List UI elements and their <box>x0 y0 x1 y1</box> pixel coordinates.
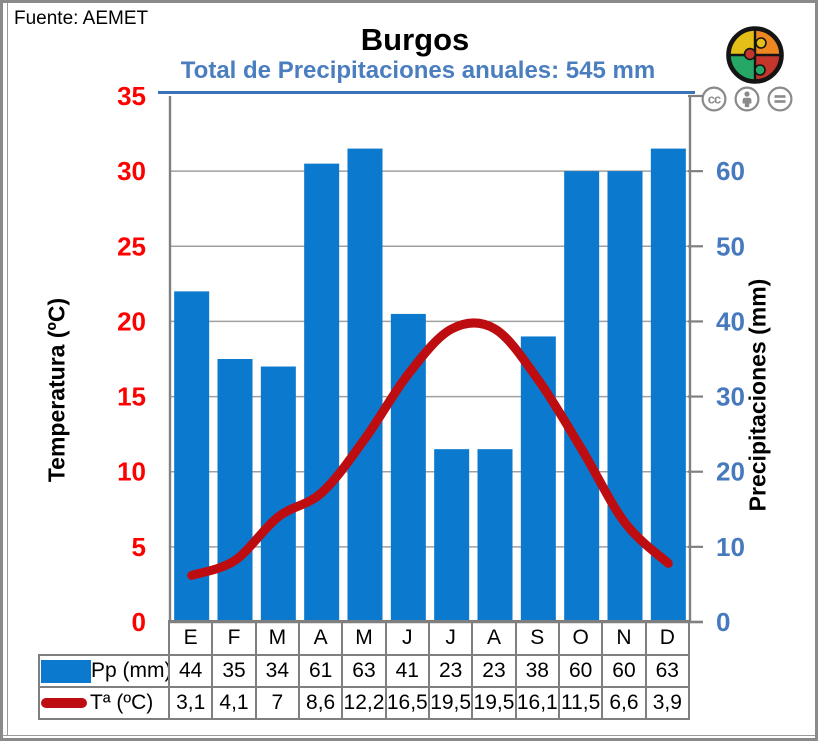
value-cell: 34 <box>254 654 300 688</box>
month-header-cell: F <box>211 620 257 656</box>
month-header-cell: N <box>601 620 647 656</box>
right-axis-tick-label: 0 <box>716 607 730 637</box>
precip-bar-A8 <box>477 449 513 622</box>
value-cell: 44 <box>167 654 214 688</box>
value-cell: 11,5 <box>557 686 604 720</box>
chart-title: Burgos <box>360 22 470 57</box>
subtitle-underline <box>158 91 695 94</box>
value-cell: 8,6 <box>297 686 344 720</box>
left-axis-tick-label: 15 <box>117 382 146 412</box>
puzzle-circle-logo-icon <box>726 26 784 84</box>
value-cell: 23 <box>427 654 474 688</box>
left-axis-tick-label: 20 <box>117 306 146 336</box>
precipitation-swatch-icon <box>41 659 91 683</box>
precip-bar-J7 <box>434 449 470 622</box>
chart-subtitle: Total de Precipitaciones anuales: 545 mm <box>180 57 656 84</box>
month-header-cell: M <box>254 620 300 656</box>
month-header-cell: J <box>427 620 474 656</box>
right-axis-title: Precipitaciones (mm) <box>744 278 771 512</box>
value-cell: 16,5 <box>384 686 430 720</box>
month-header-cell: J <box>384 620 430 656</box>
value-cell: 19,5 <box>471 686 517 720</box>
nd-equals-icon <box>767 86 793 112</box>
value-cell: 16,1 <box>514 686 560 720</box>
value-cell: 4,1 <box>211 686 257 720</box>
left-axis-tick-label: 30 <box>117 156 146 186</box>
precip-bar-E1 <box>174 291 210 622</box>
value-cell: 60 <box>557 654 604 688</box>
month-header-cell: S <box>514 620 560 656</box>
month-header-cell: A <box>297 620 344 656</box>
right-axis-tick-label: 40 <box>716 306 745 336</box>
attribution-icon <box>734 86 760 112</box>
source-label: Fuente: AEMET <box>14 8 149 29</box>
value-cell: 63 <box>341 654 387 688</box>
value-cell: 41 <box>384 654 430 688</box>
right-axis-tick-label: 10 <box>716 532 745 562</box>
temperature-swatch-icon <box>41 698 87 709</box>
value-cell: 7 <box>254 686 300 720</box>
legend-cell-precipitation: Pp (mm) <box>38 654 170 688</box>
value-cell: 6,6 <box>601 686 647 720</box>
month-header-cell: A <box>471 620 517 656</box>
precip-bar-M3 <box>260 366 296 622</box>
value-cell: 38 <box>514 654 560 688</box>
month-header-cell: O <box>557 620 604 656</box>
frame-inner-line-left <box>7 3 8 735</box>
value-cell: 61 <box>297 654 344 688</box>
value-cell: 12,2 <box>341 686 387 720</box>
temperature-curve <box>187 318 673 580</box>
table-corner-spacer <box>39 621 169 655</box>
svg-text:cc: cc <box>708 92 721 107</box>
month-header-cell: E <box>167 620 214 656</box>
right-axis-tick-label: 50 <box>716 231 745 261</box>
month-header-cell: M <box>341 620 387 656</box>
value-cell: 3,1 <box>167 686 214 720</box>
cc-icon: cc <box>701 86 727 112</box>
value-cell: 35 <box>211 654 257 688</box>
precip-bar-M5 <box>347 148 383 622</box>
precip-bar-N11 <box>607 171 643 622</box>
license-badges: cc <box>701 86 793 112</box>
left-axis-tick-label: 25 <box>117 231 146 261</box>
precip-bar-D12 <box>650 148 686 622</box>
logo-green-piece <box>730 55 755 80</box>
value-cell: 19,5 <box>427 686 474 720</box>
right-axis-tick-label: 60 <box>716 156 745 186</box>
legend-cell-temperature: Tª (ºC) <box>38 686 170 720</box>
left-axis-tick-label: 5 <box>132 532 146 562</box>
frame-inner-line-bottom <box>3 735 815 736</box>
legend-label: Pp (mm) <box>91 659 169 682</box>
left-axis-tick-label: 35 <box>117 81 146 111</box>
data-table: E F M A M J J A S O N D Pp (mm) 44 35 34 61 63 41 23 23 38 60 6… <box>38 620 691 720</box>
month-header-cell: D <box>644 620 691 656</box>
value-cell: 3,9 <box>644 686 691 720</box>
legend-label: Tª (ºC) <box>90 691 154 714</box>
value-cell: 60 <box>601 654 647 688</box>
left-axis-tick-label: 0 <box>132 607 146 637</box>
right-axis-tick-label: 30 <box>716 382 745 412</box>
left-axis-title: Temperatura (ºC) <box>43 297 70 483</box>
precip-bar-F2 <box>217 359 253 622</box>
value-cell: 63 <box>644 654 691 688</box>
value-cell: 23 <box>471 654 517 688</box>
precip-bar-A4 <box>304 163 340 622</box>
precip-bar-O10 <box>564 171 600 622</box>
left-axis-tick-label: 10 <box>117 457 146 487</box>
right-axis-tick-label: 20 <box>716 457 745 487</box>
